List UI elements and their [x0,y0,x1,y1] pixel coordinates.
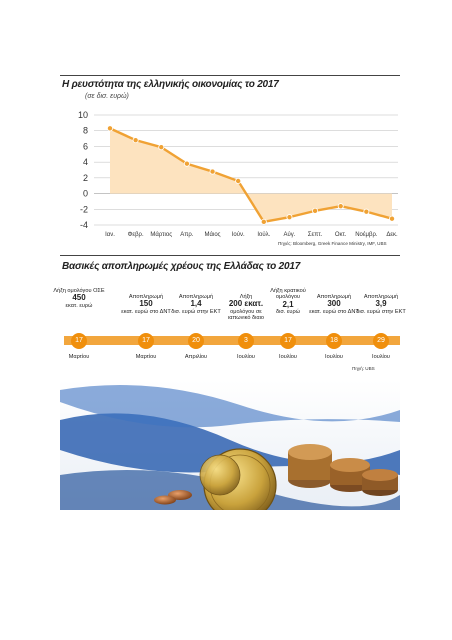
timeline-bar [64,336,400,345]
event-label: Λήξη κρατικού ομολόγου [270,288,306,301]
repayment-event-text: Λήξη κρατικού ομολόγου 2,1 δισ. ευρώ [261,288,315,316]
data-point [312,207,319,214]
y-tick-label: -4 [80,220,88,230]
y-tick-label: 4 [83,157,88,167]
event-label: Αποπληρωμή [363,294,399,300]
data-point [209,168,216,175]
y-axis-unit-label: (σε δισ. ευρώ) [85,93,129,100]
data-point [286,214,293,221]
y-tick-label: 8 [83,126,88,136]
x-tick-label: Δεκ. [386,232,398,238]
date-marker: 3 [238,333,254,349]
series-area [110,128,392,222]
event-unit: δισ. ευρώ [275,309,301,316]
chart-source-note: Πηγές: Bloomberg, Greek Finance Ministry… [278,241,387,246]
repayment-event-text: Αποπληρωμή 1,4 δισ. ευρώ στην ΕΚΤ [169,294,223,315]
event-unit: εκατ. ευρώ στο ΔΝΤ [121,308,171,315]
event-unit: εκατ. ευρώ στο ΔΝΤ [309,308,359,315]
event-month-label: Ιουλίου [237,354,255,360]
data-point [107,125,114,132]
event-amount: 3,9 [375,299,387,309]
x-tick-label: Ιούλ. [257,232,270,238]
event-unit: δισ. ευρώ στην ΕΚΤ [171,308,221,315]
top-rule [60,75,400,76]
data-point [183,160,190,167]
event-month-label: Μαρτίου [135,354,157,360]
series-line [109,127,393,224]
y-tick-label: 2 [83,173,88,183]
event-label: Αποπληρωμή [316,294,352,300]
x-tick-label: Νοέμβρ. [355,231,378,238]
x-tick-label: Σεπτ. [308,232,323,238]
x-tick-label: Ιαν. [105,232,115,238]
x-tick-label: Μάρτιος [150,231,172,238]
event-unit: εκατ. ευρώ [65,302,93,309]
date-marker: 17 [280,333,296,349]
x-tick-label: Μάιος [205,231,221,238]
x-tick-label: Ιούν. [232,232,245,238]
middle-rule [60,255,400,256]
x-tick-label: Οκτ. [335,232,347,238]
event-unit: δισ. ευρώ στην ΕΚΤ [356,308,406,315]
chart-title-repayments: Βασικές αποπληρωμές χρέους της Ελλάδας τ… [62,261,301,272]
date-marker: 17 [138,333,154,349]
event-month-label: Ιουλίου [279,354,297,360]
greek-flag-euro-coins-photo [60,380,400,510]
event-label: Αποπληρωμή [128,294,164,300]
date-marker: 29 [373,333,389,349]
event-month-label: Μαρτίου [68,354,90,360]
event-amount: 300 [327,299,341,309]
repayment-event-text: Αποπληρωμή 150 εκατ. ευρώ στο ΔΝΤ [119,294,173,315]
event-label: Λήξη ομολόγου ΟΣΕ [53,288,105,294]
data-point [132,137,139,144]
event-amount: 2,1 [282,299,294,309]
y-tick-label: 0 [83,189,88,199]
event-amount: 200 εκατ. [228,299,264,309]
timeline-source-note: Πηγή: UBS [352,366,375,371]
repayment-event-text: Λήξη ομολόγου ΟΣΕ 450 εκατ. ευρώ [52,288,106,309]
x-tick-label: Αύγ. [283,232,295,238]
repayment-event-text: Αποπληρωμή 300 εκατ. ευρώ στο ΔΝΤ [307,294,361,315]
data-point [158,144,165,151]
event-amount: 150 [139,299,153,309]
repayment-event-text: Λήξη 200 εκατ. ομολόγου σε ιαπωνικό διαιο [219,294,273,322]
y-tick-label: 10 [78,110,88,120]
event-label: Λήξη [239,294,253,300]
y-tick-label: -2 [80,204,88,214]
data-point [388,215,395,222]
chart-title-liquidity: Η ρευστότητα της ελληνικής οικονομίας το… [62,79,279,90]
y-tick-label: 6 [83,141,88,151]
date-marker: 17 [71,333,87,349]
x-tick-label: Απρ. [180,232,194,238]
data-point [235,178,242,185]
event-amount: 450 [72,293,86,303]
data-point [337,203,344,210]
event-amount: 1,4 [190,299,202,309]
date-marker: 20 [188,333,204,349]
event-label: Αποπληρωμή [178,294,214,300]
event-unit: ομολόγου σε ιαπωνικό διαιο [227,308,264,322]
x-tick-label: Φεβρ. [128,232,144,238]
date-marker: 18 [326,333,342,349]
liquidity-area-chart: 10 8 6 4 2 0 -2 -4 Ιαν. Φεβρ. Μάρτιος Απρ. Μάιος Ιούν… [78,110,398,238]
event-month-label: Ιουλίου [372,354,390,360]
event-month-label: Απριλίου [184,354,208,360]
data-point [260,218,267,225]
data-point [363,208,370,215]
repayment-event-text: Αποπληρωμή 3,9 δισ. ευρώ στην ΕΚΤ [354,294,408,315]
event-month-label: Ιουλίου [325,354,343,360]
